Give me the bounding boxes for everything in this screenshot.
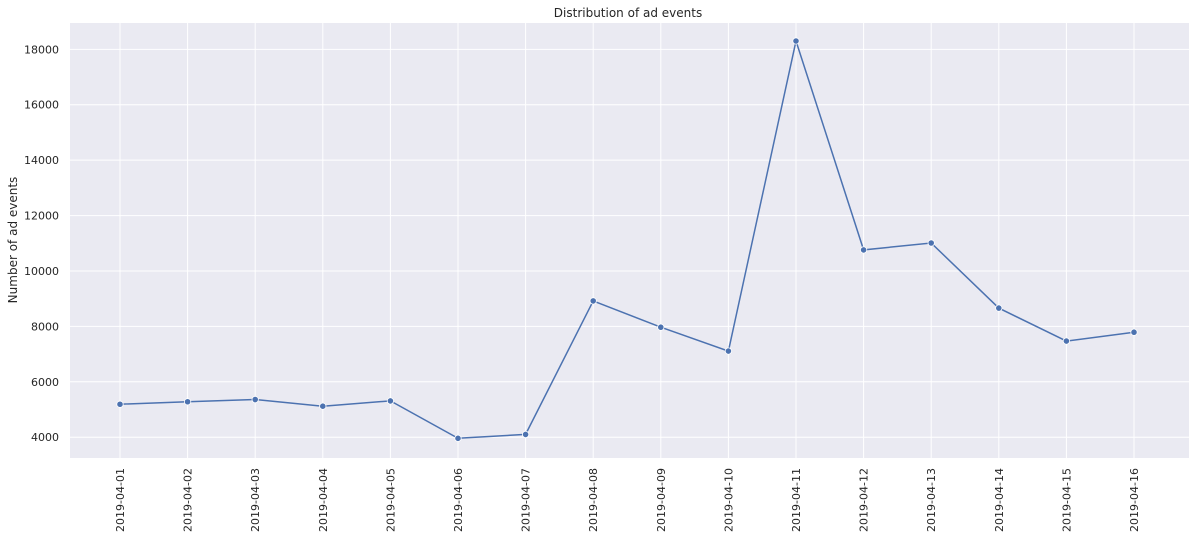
x-tick-label: 2019-04-13: [925, 468, 938, 532]
data-point: [995, 304, 1003, 312]
x-axis: 2019-04-01 2019-04-02 2019-04-03 2019-04-04…: [114, 468, 1141, 532]
data-point: [657, 323, 665, 331]
y-tick-label: 6000: [31, 376, 59, 389]
y-tick-label: 18000: [24, 43, 59, 56]
x-tick-label: 2019-04-08: [587, 468, 600, 532]
data-point: [251, 395, 259, 404]
x-tick-label: 2019-04-14: [993, 468, 1006, 532]
x-tick-label: 2019-04-02: [182, 468, 195, 532]
y-tick-label: 4000: [31, 431, 59, 444]
x-tick-label: 2019-04-16: [1128, 468, 1141, 532]
data-point: [589, 297, 597, 305]
chart-title: Distribution of ad events: [554, 6, 702, 20]
x-tick-label: 2019-04-10: [722, 468, 735, 532]
data-point: [859, 246, 868, 254]
x-tick-label: 2019-04-05: [384, 468, 397, 532]
data-points: [116, 37, 1138, 442]
y-axis: 4000 6000 8000 10000 12000 14000 16000 18000: [24, 43, 59, 444]
y-tick-label: 16000: [24, 99, 59, 112]
x-tick-label: 2019-04-04: [317, 468, 330, 532]
x-tick-label: 2019-04-03: [249, 468, 262, 532]
series-line: [119, 38, 1135, 440]
grid: [70, 23, 1189, 458]
data-point: [184, 398, 192, 406]
data-point: [116, 400, 124, 408]
x-tick-label: 2019-04-01: [114, 468, 127, 532]
x-tick-label: 2019-04-06: [452, 468, 465, 532]
data-point: [724, 347, 733, 355]
x-tick-label: 2019-04-07: [520, 468, 533, 532]
data-point: [1062, 337, 1071, 345]
x-tick-label: 2019-04-11: [790, 468, 803, 532]
data-point: [319, 402, 327, 410]
data-point: [454, 434, 462, 442]
x-tick-label: 2019-04-15: [1060, 468, 1073, 532]
y-axis-label: Number of ad events: [6, 177, 20, 304]
y-tick-label: 10000: [24, 265, 59, 278]
y-tick-label: 12000: [24, 210, 59, 223]
data-point: [927, 239, 935, 247]
plot-area: [70, 23, 1189, 458]
x-tick-label: 2019-04-12: [858, 468, 871, 532]
data-point: [386, 397, 394, 405]
x-tick-label: 2019-04-09: [655, 468, 668, 532]
data-point: [521, 430, 530, 439]
y-tick-label: 8000: [31, 320, 59, 333]
y-tick-label: 14000: [24, 154, 59, 167]
data-point: [1130, 328, 1138, 336]
data-point: [792, 37, 800, 45]
